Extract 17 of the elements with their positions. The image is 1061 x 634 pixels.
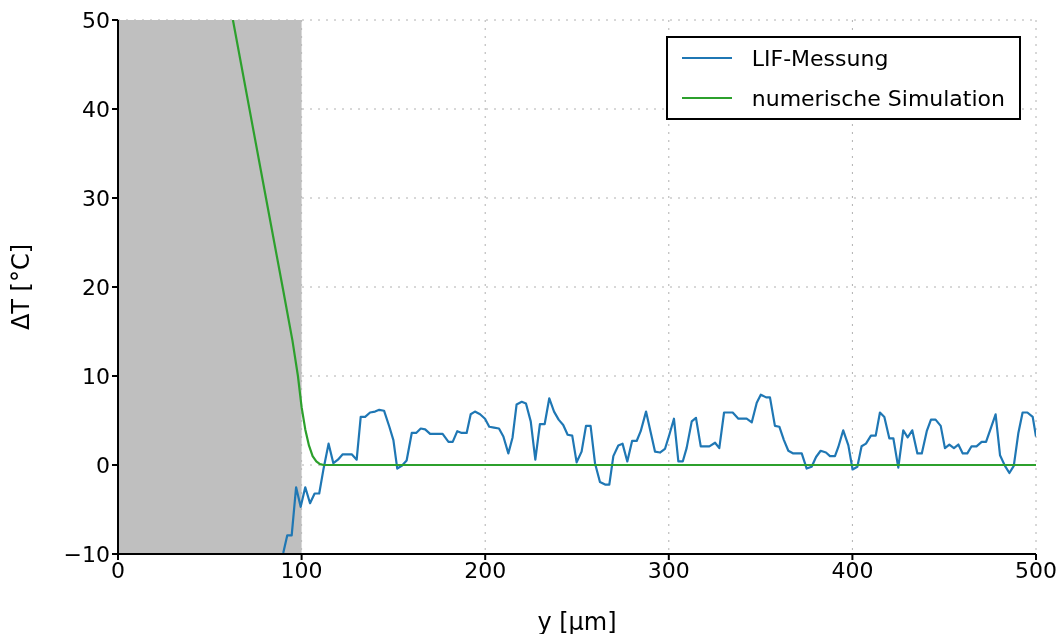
y-tick-label: 0 bbox=[96, 452, 110, 478]
y-tick-label: 10 bbox=[82, 363, 110, 389]
y-tick-label: 20 bbox=[82, 274, 110, 300]
x-tick-label: 200 bbox=[464, 557, 507, 583]
x-tick-label: 500 bbox=[1015, 557, 1057, 583]
y-tick-label: 40 bbox=[82, 96, 110, 122]
line-series bbox=[231, 20, 1036, 467]
y-axis-title: ΔT [°C] bbox=[6, 243, 35, 331]
y-tick-label: −10 bbox=[63, 541, 110, 567]
x-tick-label: 400 bbox=[831, 557, 874, 583]
y-tick-label: 30 bbox=[82, 185, 110, 211]
x-tick-label: 300 bbox=[647, 557, 690, 583]
x-tick-label: 100 bbox=[280, 557, 323, 583]
legend-label: numerische Simulation bbox=[751, 85, 1005, 111]
line-series bbox=[282, 393, 1036, 554]
legend-label: LIF-Messung bbox=[751, 45, 889, 71]
y-tick-label: 50 bbox=[82, 7, 110, 33]
